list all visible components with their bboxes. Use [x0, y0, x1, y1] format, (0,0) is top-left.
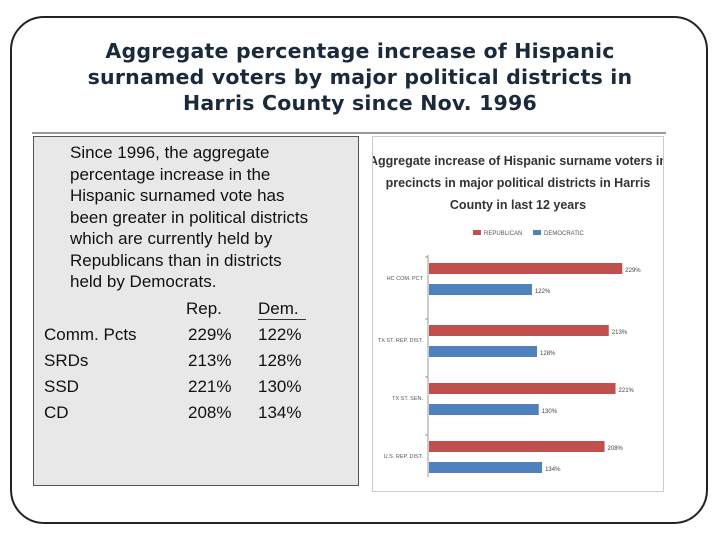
table-row-label: SRDs	[44, 351, 89, 370]
table-row-label: SSD	[44, 377, 79, 396]
table-header-rep: Rep.	[186, 299, 222, 318]
summary-line: which are currently held by	[70, 229, 273, 248]
bar-republican	[429, 263, 623, 274]
bar-democratic	[429, 284, 532, 295]
bar-chart-svg: Aggregate increase of Hispanic surname v…	[373, 154, 663, 477]
table-header-underline	[258, 319, 306, 320]
bar-republican	[429, 383, 616, 394]
table-cell-dem: 134%	[258, 403, 302, 422]
category-label: TX ST. REP. DIST.	[378, 338, 424, 344]
table-cell-rep: 229%	[188, 325, 232, 344]
summary-line: been greater in political districts	[70, 207, 309, 227]
summary-line: Republicans than in districts	[70, 250, 282, 270]
category-label: U.S. REP. DIST.	[384, 454, 424, 460]
legend-swatch	[533, 230, 541, 235]
data-label: 130%	[542, 409, 558, 415]
slide-title-line: Harris County since Nov. 1996	[183, 91, 537, 115]
bar-republican	[429, 325, 609, 336]
table-row-label: CD	[44, 403, 69, 422]
table-cell-rep: 221%	[188, 377, 232, 396]
table-row-label: Comm. Pcts	[44, 325, 137, 344]
category-label: TX ST. SEN.	[392, 396, 423, 402]
table-cell-dem: 128%	[258, 351, 302, 370]
chart-title-line: Aggregate increase of Hispanic surname v…	[373, 154, 663, 168]
data-label: 229%	[625, 268, 641, 274]
data-label: 128%	[540, 351, 556, 357]
data-label: 122%	[535, 289, 551, 295]
bar-democratic	[429, 462, 543, 473]
slide-title-line: Aggregate percentage increase of Hispani…	[105, 39, 615, 63]
data-label: 134%	[545, 467, 561, 473]
legend-swatch	[473, 230, 481, 235]
legend-label: REPUBLICAN	[484, 231, 522, 237]
summary-line: Hispanic surnamed vote has	[70, 186, 285, 205]
bar-democratic	[429, 346, 538, 357]
summary-line: Since 1996, the aggregate	[70, 143, 270, 162]
bar-republican	[429, 441, 605, 452]
table-cell-dem: 130%	[258, 377, 302, 396]
slide-title: Aggregate percentage increase of Hispani…	[20, 38, 700, 116]
legend-label: DEMOCRATIC	[544, 231, 585, 237]
summary-paragraph: Since 1996, the aggregate percentage inc…	[70, 142, 360, 293]
summary-line: held by Democrats.	[70, 272, 217, 291]
summary-textbox	[33, 136, 359, 486]
summary-line: percentage increase in the	[70, 164, 271, 184]
table-header-dem: Dem.	[258, 299, 299, 318]
chart-title-line: precincts in major political districts i…	[386, 176, 651, 190]
data-label: 213%	[612, 330, 628, 336]
data-label: 208%	[608, 446, 624, 452]
table-cell-rep: 213%	[188, 351, 232, 370]
table-cell-rep: 208%	[188, 403, 232, 422]
slide-frame	[10, 16, 708, 524]
bar-chart: Aggregate increase of Hispanic surname v…	[372, 136, 664, 492]
slide-title-line: surnamed voters by major political distr…	[87, 65, 633, 89]
data-label: 221%	[619, 388, 635, 394]
chart-title-line: County in last 12 years	[450, 198, 586, 212]
title-divider	[32, 132, 666, 134]
table-cell-dem: 122%	[258, 325, 302, 344]
bar-democratic	[429, 404, 539, 415]
category-label: HC COM. PCT	[387, 276, 424, 282]
